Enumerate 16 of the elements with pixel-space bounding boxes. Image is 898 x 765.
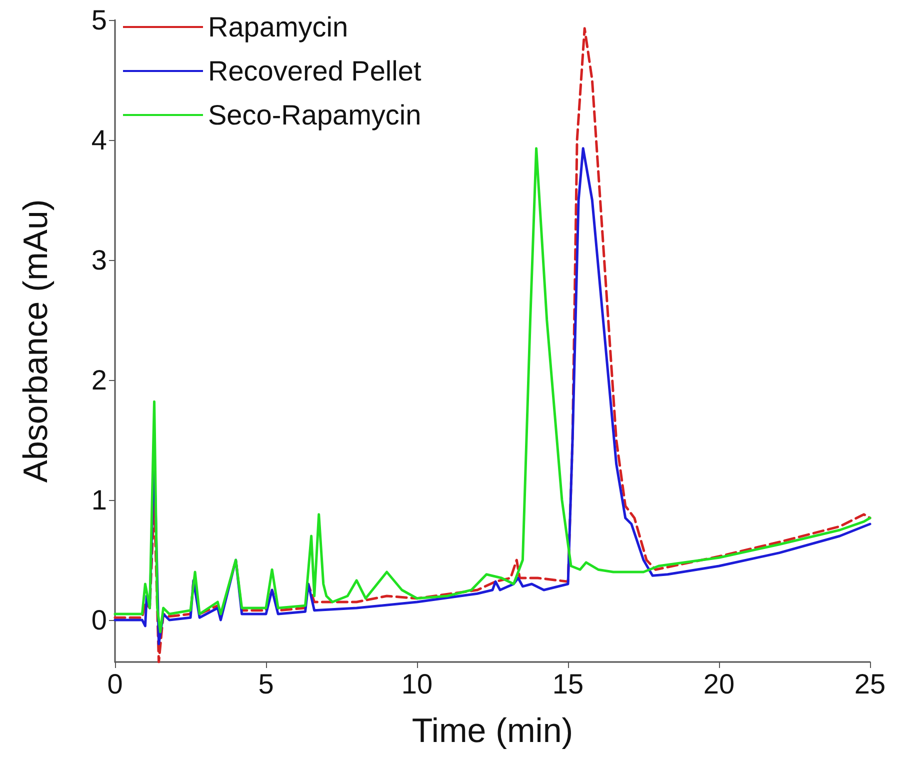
x-tick-label: 15 xyxy=(552,668,584,700)
legend-label: Seco-Rapamycin xyxy=(208,100,422,130)
x-tick-label: 10 xyxy=(401,668,433,700)
x-tick-label: 25 xyxy=(854,668,886,700)
y-tick-label: 4 xyxy=(91,124,107,156)
legend-label: Recovered Pellet xyxy=(208,56,422,86)
y-tick-label: 0 xyxy=(91,604,107,636)
y-tick-label: 3 xyxy=(91,244,107,276)
x-tick-label: 20 xyxy=(703,668,735,700)
y-tick-label: 5 xyxy=(91,4,107,36)
x-axis-title: Time (min) xyxy=(412,712,574,750)
y-tick-label: 2 xyxy=(91,364,107,396)
y-axis-title: Absorbance (mAu) xyxy=(17,199,55,483)
legend-label: Rapamycin xyxy=(208,12,348,42)
x-tick-label: 5 xyxy=(258,668,274,700)
y-tick-label: 1 xyxy=(91,484,107,516)
